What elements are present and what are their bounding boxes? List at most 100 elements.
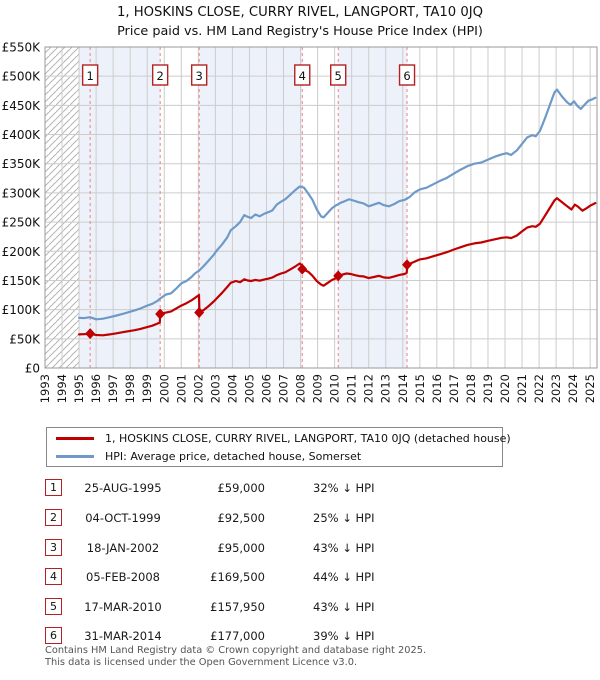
x-tick-label: 2005 [242, 374, 256, 403]
sale-marker-number: 3 [196, 69, 203, 83]
sale-marker-number: 4 [299, 69, 306, 83]
x-tick-label: 2007 [277, 374, 291, 403]
table-row: 3 18-JAN-2002 £95,000 43% ↓ HPI [45, 539, 525, 557]
sale-marker-number: 2 [157, 69, 164, 83]
hpi-line-swatch [56, 454, 94, 458]
sale-marker-box-6 [398, 64, 416, 86]
sale-hpi-diff: 39% ↓ HPI [313, 629, 375, 643]
y-tick-label: £200K [2, 245, 42, 259]
sale-marker-number: 5 [335, 69, 342, 83]
y-tick-label: £300K [2, 186, 42, 200]
shaded-period-band [199, 47, 303, 368]
sale-point-2 [155, 308, 166, 320]
x-tick-label: 2018 [464, 374, 478, 403]
legend-row-hpi: HPI: Average price, detached house, Some… [47, 449, 502, 464]
y-tick-label: £450K [2, 99, 42, 113]
table-row: 6 31-MAR-2014 £177,000 39% ↓ HPI [45, 627, 525, 645]
price-line-swatch [56, 436, 94, 440]
sale-marker-box-3 [190, 64, 208, 86]
sale-marker-box-2 [151, 64, 169, 86]
sale-number-badge: 2 [45, 509, 62, 526]
x-tick-label: 1998 [123, 374, 137, 403]
x-tick-label: 2009 [311, 374, 325, 403]
x-tick-label: 2012 [362, 374, 376, 403]
x-tick-label: 2003 [208, 374, 222, 403]
table-row: 1 25-AUG-1995 £59,000 32% ↓ HPI [45, 479, 525, 497]
x-tick-label: 2011 [345, 374, 359, 403]
shaded-period-band [79, 47, 161, 368]
x-tick-label: 2017 [447, 374, 461, 403]
price_paid-line [77, 197, 597, 337]
sale-hpi-diff: 32% ↓ HPI [313, 481, 375, 495]
x-tick-label: 2015 [413, 374, 427, 403]
table-row: 4 05-FEB-2008 £169,500 44% ↓ HPI [45, 568, 525, 586]
x-tick-label: 2024 [566, 374, 580, 403]
sale-point-4 [297, 263, 308, 275]
sale-number-badge: 4 [45, 568, 62, 585]
plot-frame [44, 46, 598, 369]
sale-date: 04-OCT-1999 [85, 511, 161, 525]
sale-number-badge: 1 [45, 479, 62, 496]
x-tick-label: 1996 [89, 374, 103, 403]
legend-label-price: 1, HOSKINS CLOSE, CURRY RIVEL, LANGPORT,… [105, 431, 511, 445]
sale-hpi-diff: 43% ↓ HPI [313, 600, 375, 614]
sale-marker-box-4 [294, 64, 311, 86]
x-tick-label: 1995 [72, 374, 86, 403]
hpi-line [77, 88, 597, 321]
sale-price: £177,000 [210, 629, 265, 643]
legend-label-hpi: HPI: Average price, detached house, Some… [105, 449, 362, 463]
x-tick-label: 2002 [191, 374, 205, 403]
sale-point-1 [85, 328, 96, 340]
footer-line-2: This data is licensed under the Open Gov… [45, 656, 358, 668]
x-tick-label: 2023 [549, 374, 563, 403]
shaded-period-band [338, 47, 408, 368]
sale-marker-number: 1 [86, 69, 93, 83]
sale-number-badge: 5 [45, 598, 62, 615]
sale-price: £92,500 [217, 511, 265, 525]
table-row: 2 04-OCT-1999 £92,500 25% ↓ HPI [45, 509, 525, 527]
y-tick-label: £50K [9, 332, 41, 346]
x-tick-label: 2006 [259, 374, 273, 403]
sale-number-badge: 6 [45, 627, 62, 644]
y-tick-label: £0 [25, 362, 40, 376]
price-history-chart: 1 2 3 4 5 6 £0 £50K £100K £150K £200K £250K £300K £35… [2, 41, 598, 403]
sale-price: £157,950 [210, 600, 265, 614]
sale-point-3 [194, 307, 205, 319]
legend-row-price: 1, HOSKINS CLOSE, CURRY RIVEL, LANGPORT,… [47, 431, 511, 446]
x-tick-label: 2021 [515, 374, 529, 403]
x-tick-label: 2025 [583, 374, 597, 403]
x-tick-label: 1997 [106, 374, 120, 403]
sale-date: 05-FEB-2008 [86, 570, 160, 584]
sale-hpi-diff: 44% ↓ HPI [313, 570, 375, 584]
sale-marker-box-5 [330, 64, 347, 86]
table-row: 5 17-MAR-2010 £157,950 43% ↓ HPI [45, 598, 525, 616]
sale-date: 17-MAR-2010 [84, 600, 162, 614]
x-tick-label: 2000 [157, 374, 171, 403]
footer-line-1: Contains HM Land Registry data © Crown c… [45, 645, 427, 656]
y-tick-label: £550K [2, 41, 42, 55]
sale-number-badge: 3 [45, 539, 62, 556]
y-tick-label: £150K [2, 274, 42, 288]
sale-hpi-diff: 43% ↓ HPI [313, 541, 375, 555]
x-tick-label: 1999 [140, 374, 154, 403]
y-tick-label: £350K [2, 157, 42, 171]
sale-price: £95,000 [217, 541, 265, 555]
x-tick-label: 2020 [498, 374, 512, 403]
sales-table: 1 25-AUG-1995 £59,000 32% ↓ HPI 2 04-OCT… [45, 474, 525, 654]
sale-price: £169,500 [210, 570, 265, 584]
x-tick-label: 2019 [481, 374, 495, 403]
x-tick-label: 1994 [55, 374, 69, 403]
x-tick-label: 2010 [328, 374, 342, 403]
x-tick-label: 2014 [396, 374, 410, 403]
x-tick-label: 2001 [174, 374, 188, 403]
sale-point-6 [402, 259, 413, 271]
license-footer: Contains HM Land Registry data © Crown c… [45, 645, 585, 668]
sale-point-5 [333, 270, 344, 282]
sale-date: 31-MAR-2014 [84, 629, 162, 643]
y-tick-label: £100K [2, 303, 42, 317]
x-tick-label: 1993 [38, 374, 52, 403]
sale-marker-box-1 [81, 64, 99, 86]
x-tick-label: 2004 [225, 374, 239, 403]
sale-marker-number: 6 [403, 69, 410, 83]
x-tick-label: 2013 [379, 374, 393, 403]
